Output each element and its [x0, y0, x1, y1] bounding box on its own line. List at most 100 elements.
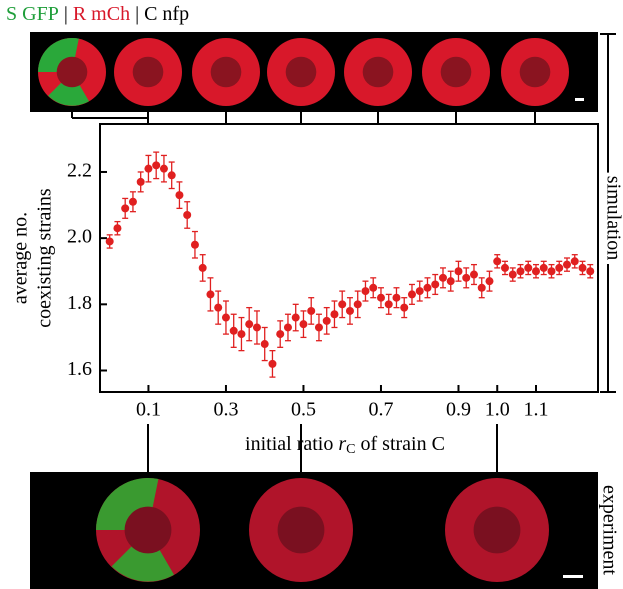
- data-point: [376, 293, 385, 302]
- data-point: [190, 240, 199, 249]
- data-point: [291, 313, 300, 322]
- data-point: [167, 171, 176, 180]
- data-point: [128, 197, 137, 206]
- data-point: [485, 277, 494, 286]
- data-point: [252, 323, 261, 332]
- data-point: [214, 303, 223, 312]
- colony-core: [519, 56, 551, 88]
- data-point: [562, 260, 571, 269]
- data-point: [152, 161, 161, 170]
- data-point: [229, 326, 238, 335]
- data-point: [524, 263, 533, 272]
- data-point: [175, 191, 184, 200]
- data-point: [531, 267, 540, 276]
- colony-core: [473, 506, 521, 554]
- data-point: [578, 263, 587, 272]
- colony-sector: [48, 72, 89, 106]
- x-tick-label: 0.7: [368, 399, 393, 421]
- scale-bar: [563, 575, 583, 578]
- data-point: [493, 257, 502, 266]
- colony-core: [285, 56, 317, 88]
- scale-bar: [575, 98, 584, 101]
- data-point: [237, 330, 246, 339]
- x-label-text: of strain C: [356, 433, 445, 455]
- legend-entry: R mCh: [73, 3, 130, 25]
- data-point: [353, 300, 362, 309]
- x-tick-label: 0.5: [291, 399, 316, 421]
- x-tick-label: 1.0: [485, 399, 510, 421]
- simulation-bracket: [600, 33, 616, 393]
- data-point: [314, 323, 323, 332]
- data-point: [307, 306, 316, 315]
- data-point: [431, 280, 440, 289]
- data-point: [446, 277, 455, 286]
- data-point: [369, 283, 378, 292]
- data-point: [361, 287, 370, 296]
- experiment-label: experiment: [598, 485, 620, 575]
- data-point: [423, 283, 432, 292]
- data-point: [469, 270, 478, 279]
- data-point: [400, 303, 409, 312]
- data-point: [121, 204, 130, 213]
- data-point: [500, 263, 509, 272]
- data-point: [283, 323, 292, 332]
- data-point: [144, 164, 153, 173]
- data-point: [136, 177, 145, 186]
- colony-core: [210, 56, 242, 88]
- y-tick-label: 1.6: [67, 358, 92, 380]
- data-point: [330, 310, 339, 319]
- data-point: [415, 287, 424, 296]
- data-point: [260, 340, 269, 349]
- data-point: [462, 273, 471, 282]
- data-point: [345, 306, 354, 315]
- colony-core: [362, 56, 394, 88]
- legend-entry: S GFP: [6, 3, 59, 25]
- legend-entry: | C nfp: [135, 3, 189, 25]
- legend-entry: |: [64, 3, 68, 25]
- data-point: [516, 267, 525, 276]
- y-tick-label: 2.0: [67, 226, 92, 248]
- y-axis-label: average no.: [10, 212, 32, 304]
- data-point: [183, 210, 192, 219]
- colony-core: [124, 506, 172, 554]
- data-point: [276, 330, 285, 339]
- x-axis-label: initial ratio rC of strain C: [245, 433, 445, 458]
- data-point: [555, 263, 564, 272]
- x-label-text: initial ratio: [245, 433, 338, 455]
- colony-core: [56, 56, 88, 88]
- data-point: [477, 283, 486, 292]
- data-point: [221, 313, 230, 322]
- data-point: [113, 224, 122, 233]
- y-tick-label: 1.8: [67, 292, 92, 314]
- data-point: [206, 290, 215, 299]
- y-axis-label: coexisting strains: [34, 188, 56, 328]
- x-label-symbol: r: [338, 433, 346, 455]
- data-point: [384, 300, 393, 309]
- x-tick-label: 0.1: [136, 399, 161, 421]
- data-point: [454, 267, 463, 276]
- data-point: [407, 290, 416, 299]
- colony-core: [277, 506, 325, 554]
- simulation-label: simulation: [602, 176, 623, 260]
- data-point: [198, 263, 207, 272]
- plot-frame: [99, 123, 599, 393]
- data-point: [159, 164, 168, 173]
- data-point: [322, 316, 331, 325]
- data-point: [105, 237, 114, 246]
- x-tick-label: 1.1: [523, 399, 548, 421]
- data-point: [299, 320, 308, 329]
- colony-core: [440, 56, 472, 88]
- data-point: [268, 359, 277, 368]
- x-label-subscript: C: [346, 442, 355, 457]
- data-point: [547, 267, 556, 276]
- strain-legend: S GFP | R mCh | C nfp: [6, 3, 189, 25]
- colony-sector: [111, 530, 174, 582]
- data-point: [438, 273, 447, 282]
- data-point: [245, 320, 254, 329]
- colony-core: [132, 56, 164, 88]
- x-tick-label: 0.3: [213, 399, 238, 421]
- y-tick-label: 2.2: [67, 160, 92, 182]
- data-point: [570, 257, 579, 266]
- data-point: [508, 270, 517, 279]
